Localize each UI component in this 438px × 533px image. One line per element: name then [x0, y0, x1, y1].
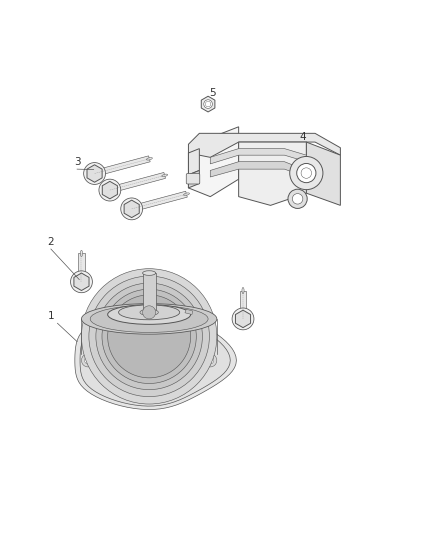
Polygon shape — [210, 149, 306, 164]
Ellipse shape — [90, 305, 208, 333]
Circle shape — [134, 384, 147, 398]
Circle shape — [84, 163, 106, 184]
Polygon shape — [102, 181, 117, 199]
Polygon shape — [201, 96, 215, 112]
Polygon shape — [188, 149, 199, 175]
Circle shape — [292, 193, 303, 204]
Circle shape — [204, 100, 212, 108]
Text: 1: 1 — [48, 311, 54, 321]
Polygon shape — [80, 319, 230, 406]
Ellipse shape — [184, 193, 190, 196]
Ellipse shape — [119, 305, 180, 320]
Polygon shape — [75, 316, 237, 409]
Polygon shape — [210, 161, 306, 177]
Circle shape — [108, 295, 191, 378]
Polygon shape — [185, 309, 193, 314]
Circle shape — [290, 157, 323, 190]
Polygon shape — [143, 386, 155, 398]
Circle shape — [85, 357, 92, 364]
Text: 4: 4 — [300, 132, 307, 142]
Ellipse shape — [81, 251, 82, 256]
Circle shape — [207, 357, 214, 364]
Circle shape — [81, 354, 95, 367]
Circle shape — [81, 269, 217, 404]
Polygon shape — [306, 142, 340, 205]
Polygon shape — [94, 156, 150, 176]
Circle shape — [121, 198, 143, 220]
Polygon shape — [143, 273, 155, 312]
Polygon shape — [124, 200, 139, 217]
Polygon shape — [239, 142, 306, 205]
Circle shape — [89, 276, 209, 397]
Polygon shape — [87, 165, 102, 182]
Text: 3: 3 — [74, 157, 81, 167]
Polygon shape — [131, 191, 187, 212]
Text: 2: 2 — [48, 237, 54, 247]
Ellipse shape — [140, 309, 158, 316]
Circle shape — [232, 308, 254, 330]
Text: 5: 5 — [209, 88, 216, 99]
Ellipse shape — [146, 158, 152, 160]
Circle shape — [71, 271, 92, 293]
Ellipse shape — [81, 304, 217, 334]
Circle shape — [96, 283, 202, 390]
Polygon shape — [78, 253, 85, 282]
Ellipse shape — [108, 305, 191, 325]
Circle shape — [137, 387, 144, 394]
Circle shape — [204, 354, 217, 367]
Circle shape — [99, 179, 121, 201]
Polygon shape — [109, 173, 166, 193]
Ellipse shape — [143, 271, 155, 276]
Circle shape — [143, 306, 155, 319]
Polygon shape — [240, 290, 246, 319]
Polygon shape — [236, 310, 251, 328]
Polygon shape — [74, 273, 89, 290]
Circle shape — [297, 164, 316, 183]
FancyBboxPatch shape — [186, 174, 200, 184]
Polygon shape — [188, 133, 340, 157]
Circle shape — [102, 289, 196, 384]
Ellipse shape — [162, 174, 168, 177]
Polygon shape — [188, 127, 239, 197]
Polygon shape — [188, 171, 199, 188]
Ellipse shape — [242, 287, 244, 294]
Circle shape — [288, 189, 307, 208]
